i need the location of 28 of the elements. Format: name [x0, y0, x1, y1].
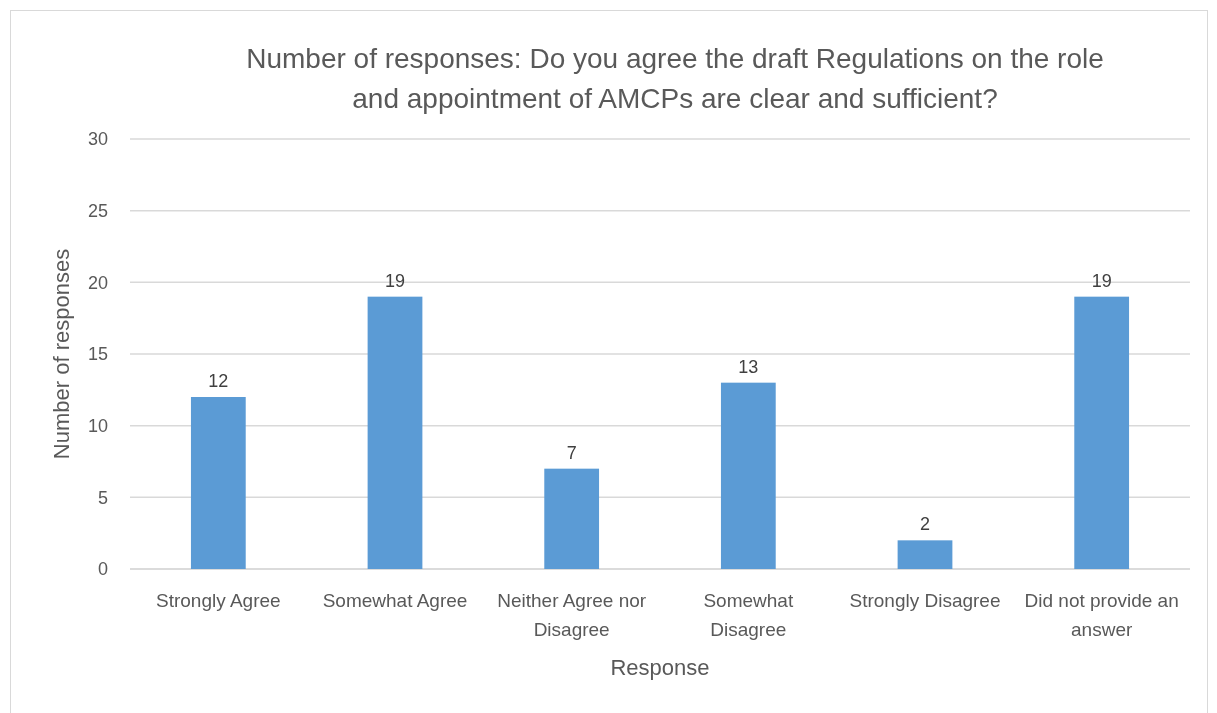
- bar: [367, 296, 423, 569]
- bar: [1074, 296, 1130, 569]
- bar: [720, 382, 776, 569]
- y-tick-label: 0: [97, 559, 108, 580]
- x-axis-title: Response: [610, 655, 710, 680]
- bar: [897, 540, 953, 569]
- y-tick-label: 25: [87, 200, 108, 221]
- y-tick-label: 20: [87, 272, 108, 293]
- x-tick-label: Strongly Disagree: [849, 590, 1001, 611]
- data-label: 13: [738, 356, 759, 377]
- y-tick-label: 10: [87, 415, 108, 436]
- chart-title: Number of responses: Do you agree the draft Regulations on the role and appointment of AMCPs are clear and sufficient?: [246, 43, 1104, 114]
- x-tick-label: Somewhat Agree: [322, 590, 468, 611]
- data-label: 19: [384, 270, 406, 291]
- bar: [190, 397, 246, 569]
- bar: [544, 468, 600, 569]
- data-label: 12: [208, 371, 229, 391]
- x-tick-label: Somewhat Disagree: [703, 590, 794, 640]
- data-label: 2: [919, 514, 931, 535]
- y-tick-label: 30: [87, 129, 108, 150]
- y-axis-title: Number of responses: [49, 248, 74, 460]
- x-tick-label: Neither Agree nor Disagree: [497, 590, 647, 640]
- y-tick-label: 5: [97, 487, 108, 508]
- y-tick-label: 15: [87, 344, 108, 365]
- data-label: 7: [566, 442, 577, 463]
- x-tick-label: Strongly Agree: [156, 590, 281, 611]
- data-label: 19: [1091, 270, 1112, 291]
- x-tick-label: Did not provide an answer: [1024, 590, 1179, 640]
